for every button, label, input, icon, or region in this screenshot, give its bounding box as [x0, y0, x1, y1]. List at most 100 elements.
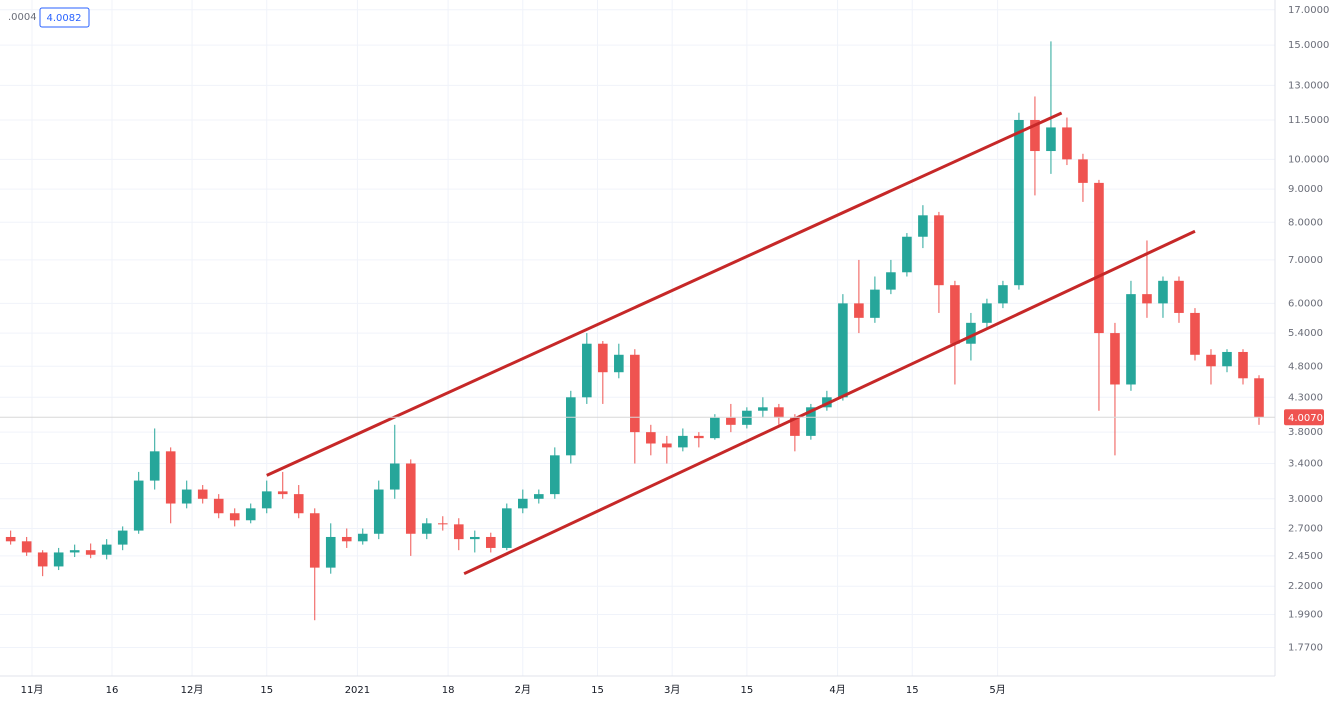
- y-tick-label: 2.2000: [1288, 581, 1323, 592]
- y-tick-label: 6.0000: [1288, 298, 1323, 309]
- candle-body: [133, 480, 144, 531]
- candle-body: [1110, 333, 1120, 385]
- x-tick-label: 4月: [829, 684, 845, 696]
- candle-body: [870, 289, 880, 318]
- candle-body: [950, 285, 960, 344]
- candle-body: [774, 407, 784, 418]
- x-tick-label: 15: [591, 685, 604, 696]
- candle-body: [1094, 182, 1104, 334]
- candle-body: [229, 513, 240, 521]
- candle-body: [726, 417, 736, 425]
- candle-body: [854, 303, 864, 318]
- candle-body: [518, 498, 528, 509]
- candle-body: [598, 343, 608, 373]
- candle-body: [1174, 280, 1184, 313]
- candle-body: [646, 432, 656, 444]
- candle-body: [373, 489, 384, 534]
- candle-body: [277, 491, 288, 495]
- candle-body: [69, 550, 80, 553]
- candle-body: [614, 354, 624, 373]
- candle-body: [1030, 119, 1040, 152]
- candle-body: [902, 236, 912, 273]
- y-tick-label: 4.8000: [1288, 361, 1323, 372]
- candle-body: [21, 541, 32, 553]
- y-tick-label: 13.0000: [1288, 80, 1329, 91]
- candle-body: [501, 508, 512, 548]
- y-tick-label: 4.3000: [1288, 392, 1323, 403]
- candle-body: [1014, 119, 1024, 286]
- candle-body: [534, 494, 544, 499]
- candle-body: [325, 536, 336, 568]
- candle-body: [790, 417, 800, 436]
- trend-line: [463, 229, 1196, 576]
- candle-body: [918, 215, 928, 237]
- last-price-label: 4.0070: [1288, 413, 1323, 424]
- y-tick-label: 8.0000: [1288, 217, 1323, 228]
- candle-body: [53, 552, 64, 567]
- candle-body: [678, 435, 688, 448]
- y-tick-label: 11.5000: [1288, 115, 1329, 126]
- candle-body: [117, 530, 128, 545]
- x-tick-label: 2021: [345, 685, 370, 696]
- candle-body: [662, 443, 672, 448]
- y-tick-label: 15.0000: [1288, 40, 1329, 51]
- x-tick-label: 12月: [181, 684, 204, 696]
- candle-body: [453, 524, 464, 540]
- candle-body: [309, 513, 320, 568]
- candle-body: [1062, 127, 1072, 160]
- trend-line: [266, 111, 1063, 477]
- candle-body: [550, 455, 560, 495]
- candle-body: [405, 463, 416, 534]
- header-box-text: 4.0082: [47, 13, 82, 24]
- candle-body: [838, 303, 848, 398]
- candle-body: [101, 544, 112, 555]
- candle-body: [437, 523, 448, 525]
- candle-body: [998, 285, 1008, 304]
- candle-body: [566, 397, 576, 456]
- candle-body: [1078, 159, 1088, 183]
- candle-body: [982, 303, 992, 323]
- candle-body: [806, 407, 816, 436]
- candle-body: [1158, 280, 1168, 304]
- candle-body: [1142, 294, 1152, 304]
- candle-body: [886, 272, 896, 290]
- candle-body: [1238, 351, 1248, 379]
- x-tick-label: 15: [740, 685, 753, 696]
- candle-body: [245, 508, 256, 521]
- candle-body: [181, 489, 192, 504]
- candle-body: [758, 407, 768, 411]
- candle-body: [5, 536, 16, 542]
- candle-body: [710, 417, 720, 439]
- candle-body: [630, 354, 640, 433]
- y-tick-label: 5.4000: [1288, 328, 1323, 339]
- candle-body: [37, 552, 48, 567]
- candle-body: [389, 463, 400, 490]
- x-tick-label: 3月: [664, 684, 680, 696]
- candle-body: [1126, 294, 1136, 385]
- y-tick-label: 3.4000: [1288, 459, 1323, 470]
- candle-body: [1206, 354, 1216, 367]
- candle-body: [934, 215, 944, 286]
- candle-body: [1046, 127, 1056, 152]
- y-tick-label: 3.0000: [1288, 494, 1323, 505]
- candle-body: [1254, 378, 1264, 418]
- x-tick-label: 15: [906, 685, 919, 696]
- candle-body: [1222, 351, 1232, 367]
- header-box: [39, 7, 90, 28]
- candle-body: [357, 533, 368, 542]
- candle-body: [165, 451, 176, 504]
- candle-body: [261, 491, 272, 509]
- x-tick-label: 5月: [989, 684, 1005, 696]
- last-price-box: [1284, 409, 1324, 426]
- y-tick-label: 7.0000: [1288, 255, 1323, 266]
- candle-body: [85, 550, 96, 555]
- y-tick-label: 10.0000: [1288, 154, 1329, 165]
- candle-body: [1190, 312, 1200, 355]
- candle-body: [485, 536, 496, 548]
- header-text: .0004: [8, 12, 37, 23]
- candle-body: [469, 536, 480, 540]
- x-tick-label: 16: [106, 685, 119, 696]
- candle-body: [293, 494, 304, 514]
